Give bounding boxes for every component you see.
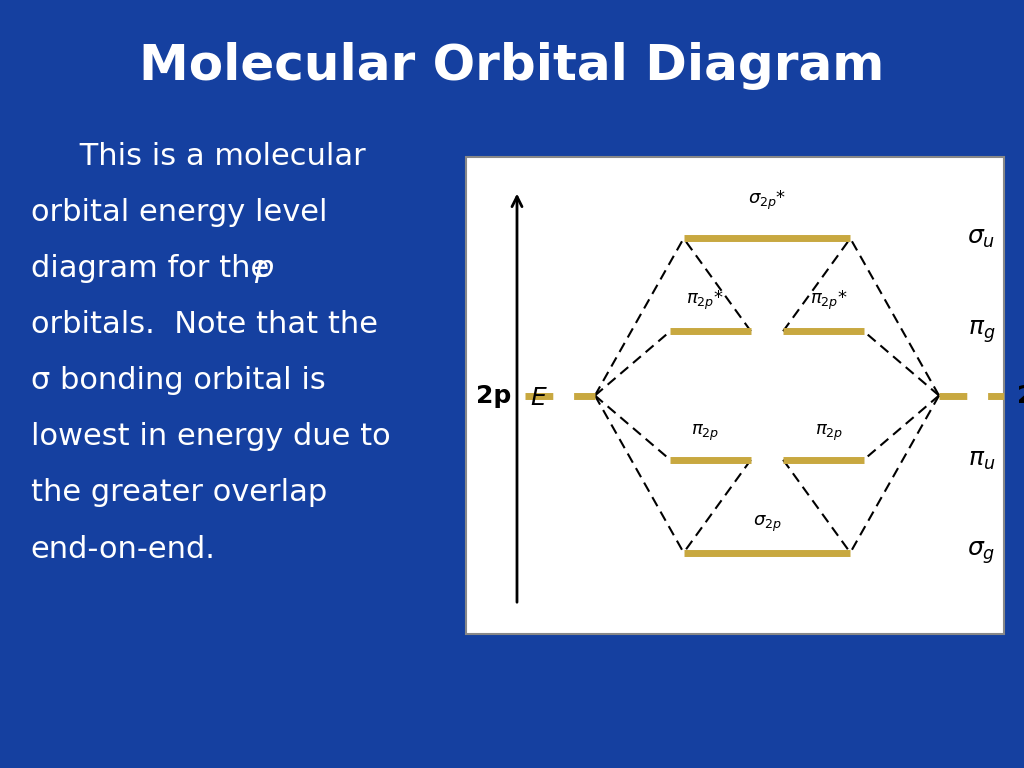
Text: E: E [530,386,546,410]
Bar [466,157,1004,634]
Text: end-on-end.: end-on-end. [31,535,216,564]
Text: $\sigma_{2p}$: $\sigma_{2p}$ [753,513,781,534]
Text: 2p: 2p [476,383,512,408]
Text: diagram for the: diagram for the [31,254,279,283]
Text: $\pi_u$: $\pi_u$ [968,448,995,472]
Text: the greater overlap: the greater overlap [31,478,327,508]
Text: $\sigma_u$: $\sigma_u$ [968,227,995,250]
Text: $\pi_{2p}$: $\pi_{2p}$ [815,423,843,443]
Text: orbital energy level: orbital energy level [31,198,328,227]
Text: 2p: 2p [1017,383,1024,408]
Text: $\pi_g$: $\pi_g$ [968,318,995,345]
Text: $\pi_{2p}$*: $\pi_{2p}$* [686,289,724,313]
Text: σ bonding orbital is: σ bonding orbital is [31,366,326,396]
Text: $\pi_{2p}$: $\pi_{2p}$ [691,423,719,443]
Text: $\pi_{2p}$*: $\pi_{2p}$* [810,289,848,313]
Text: lowest in energy due to: lowest in energy due to [31,422,390,452]
Text: $\sigma_{2p}$*: $\sigma_{2p}$* [748,189,786,212]
Text: This is a molecular: This is a molecular [31,142,366,171]
Text: $\sigma_g$: $\sigma_g$ [968,539,995,566]
Text: p: p [254,254,273,283]
Text: Molecular Orbital Diagram: Molecular Orbital Diagram [139,42,885,91]
Text: orbitals.  Note that the: orbitals. Note that the [31,310,378,339]
